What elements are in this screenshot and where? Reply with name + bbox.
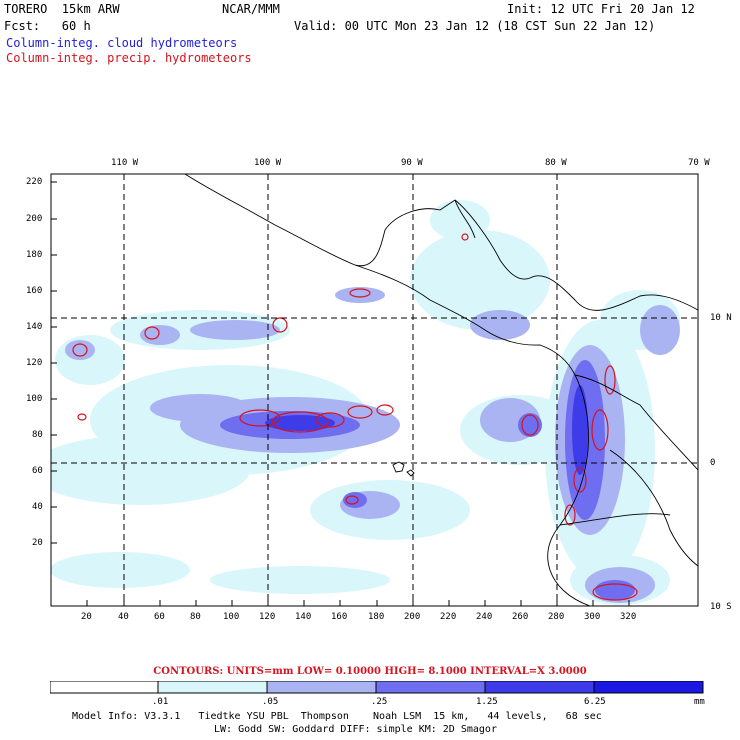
colorbar-bin-1 [157,681,268,694]
coastlines [184,174,698,606]
x-tick: 160 [331,612,348,622]
organization: NCAR/MMM [222,2,280,16]
lon-label-80w: 80 W [545,158,567,168]
x-tick: 220 [440,612,457,622]
axis-ticks [51,181,630,606]
plot-frame [50,173,699,607]
y-tick: 100 [26,394,43,404]
x-tick: 260 [512,612,529,622]
colorbar-level: .01 [152,697,169,707]
forecast-hour: Fcst: 60 h [4,19,91,33]
y-tick: 220 [26,177,43,187]
lat-lon-grid [51,174,698,606]
colorbar-level: 6.25 [584,697,606,707]
x-tick: 120 [259,612,276,622]
precip-contours [72,233,638,601]
y-tick: 80 [32,430,43,440]
x-tick: 300 [584,612,601,622]
model-info: Model Info: V3.3.1 Tiedtke YSU PBL Thomp… [72,711,602,722]
init-time: Init: 12 UTC Fri 20 Jan 12 [507,2,695,16]
y-tick: 140 [26,322,43,332]
colorbar-bin-3 [375,681,486,694]
physics-info: LW: Godd SW: Goddard DIFF: simple KM: 2D… [214,724,497,735]
lat-label-10n: 10 N [710,313,732,323]
x-tick: 280 [548,612,565,622]
lat-label-10s: 10 S [710,602,732,612]
colorbar-bin-4 [484,681,595,694]
colorbar-level: .25 [371,697,388,707]
x-tick: 320 [620,612,637,622]
colorbar-bin-2 [266,681,377,694]
y-tick: 120 [26,358,43,368]
colorbar-level: 1.25 [476,697,498,707]
precip-field-label: Column-integ. precip. hydrometeors [6,51,252,65]
colorbar-bin-0 [50,681,159,694]
y-tick: 60 [32,466,43,476]
x-tick: 140 [295,612,312,622]
lon-label-90w: 90 W [401,158,423,168]
x-tick: 80 [190,612,201,622]
y-tick: 160 [26,286,43,296]
colorbar [50,681,704,694]
model-title: TORERO 15km ARW [4,2,120,16]
x-tick: 180 [368,612,385,622]
hydrometeor-field [51,174,698,606]
lon-label-70w: 70 W [688,158,710,168]
y-tick: 180 [26,250,43,260]
lon-label-100w: 100 W [254,158,282,168]
x-tick: 20 [81,612,92,622]
x-tick: 60 [154,612,165,622]
x-tick: 40 [118,612,129,622]
x-tick: 240 [476,612,493,622]
x-tick: 200 [404,612,421,622]
y-tick: 40 [32,502,43,512]
lat-label-0: 0 [710,458,716,468]
y-tick: 200 [26,214,43,224]
colorbar-unit: mm [694,697,705,707]
x-tick: 100 [223,612,240,622]
valid-time: Valid: 00 UTC Mon 23 Jan 12 (18 CST Sun … [294,19,656,33]
contour-info: CONTOURS: UNITS=mm LOW= 0.10000 HIGH= 8.… [153,666,587,677]
lon-label-110w: 110 W [111,158,139,168]
colorbar-bin-5 [593,681,704,694]
colorbar-level: .05 [262,697,279,707]
y-tick: 20 [32,538,43,548]
cloud-field-label: Column-integ. cloud hydrometeors [6,36,238,50]
